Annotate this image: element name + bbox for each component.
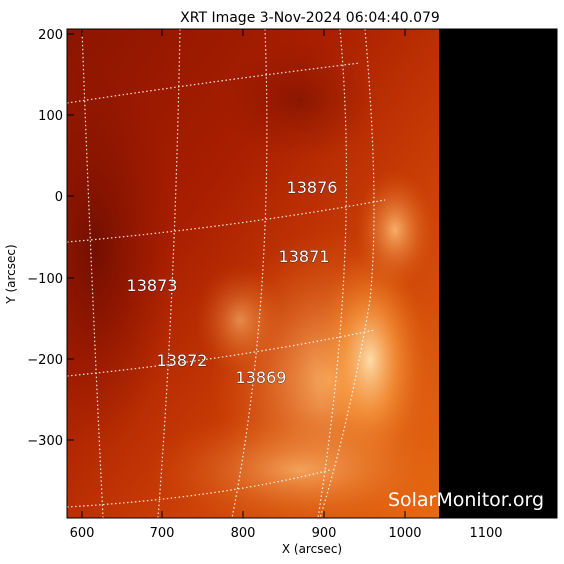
solar-image: 13876 13871 13873 13872 13869 SolarMonit…: [67, 29, 557, 518]
x-tick-label: 900: [312, 526, 337, 541]
y-tick-label: 100: [38, 109, 63, 124]
plot-frame: [66, 28, 558, 519]
y-axis-label: Y (arcsec): [4, 244, 18, 304]
active-region-label: 13876: [287, 178, 338, 197]
x-axis-ticks: [81, 29, 487, 518]
x-tick-label: 800: [231, 526, 256, 541]
y-tick-label: −200: [27, 353, 63, 368]
x-tick-label: 1100: [469, 526, 502, 541]
x-tick-label: 600: [70, 526, 95, 541]
image-title: XRT Image 3-Nov-2024 06:04:40.079: [180, 10, 440, 26]
y-tick-label: −100: [27, 272, 63, 287]
active-region-label: 13869: [236, 368, 287, 387]
y-tick-label: −300: [27, 434, 63, 449]
x-axis-label: X (arcsec): [282, 542, 342, 556]
active-region-label: 13872: [157, 351, 208, 370]
active-region-label: 13873: [127, 276, 178, 295]
x-tick-label: 700: [150, 526, 175, 541]
watermark: SolarMonitor.org: [388, 489, 544, 511]
y-tick-label: 0: [55, 190, 63, 205]
x-tick-label: 1000: [388, 526, 421, 541]
y-axis-ticks: [67, 33, 557, 441]
active-region-label: 13871: [279, 247, 330, 266]
y-tick-label: 200: [38, 28, 63, 43]
heliographic-grid: [67, 29, 386, 518]
off-disk-region: [439, 29, 557, 518]
